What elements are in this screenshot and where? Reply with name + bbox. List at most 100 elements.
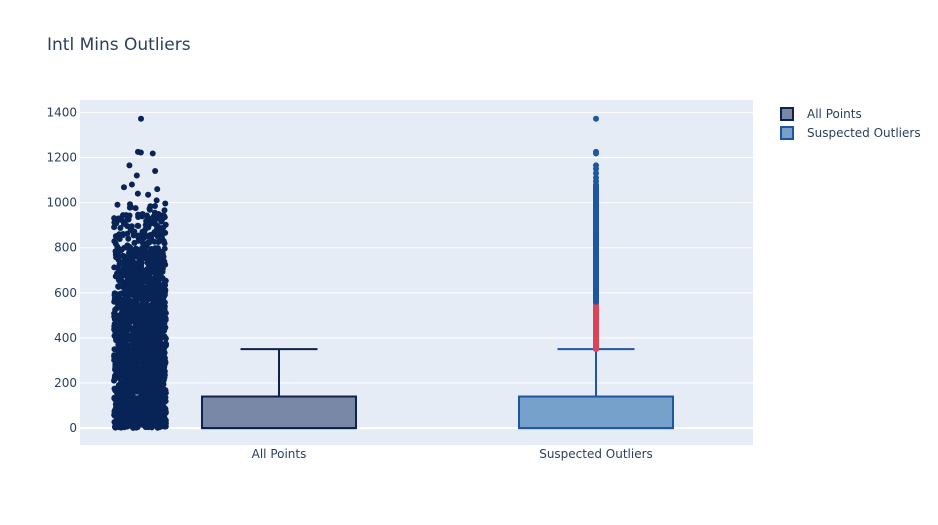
point-all [162, 416, 169, 423]
point-all [132, 205, 139, 212]
point-all [127, 275, 134, 282]
point-all [112, 361, 119, 368]
point-all [154, 290, 161, 297]
x-axis: All Points Suspected Outliers [252, 447, 653, 461]
point-all [158, 233, 165, 240]
point-all [156, 376, 163, 383]
point-all [126, 162, 133, 169]
point-all [116, 290, 123, 297]
point-all [161, 261, 168, 268]
point-all [137, 149, 144, 156]
point-all [115, 215, 122, 222]
point-all [151, 209, 158, 216]
point-all [144, 256, 151, 263]
point-all [120, 253, 127, 260]
point-all [156, 348, 163, 355]
point-all [115, 374, 122, 381]
point-all [111, 366, 118, 373]
point-all [128, 340, 135, 347]
box-suspected-outliers [518, 348, 674, 430]
point-all [147, 346, 154, 353]
point-all [139, 211, 146, 218]
point-all [135, 213, 142, 220]
point-all [148, 279, 155, 286]
point-all [141, 398, 148, 405]
point-all [160, 341, 167, 348]
point-all [130, 385, 137, 392]
point-all [113, 220, 120, 227]
y-axis: 0 200 400 600 800 1000 1200 1400 [46, 105, 77, 435]
point-all [150, 303, 157, 310]
point-all [132, 411, 139, 418]
point-all [134, 288, 141, 295]
point-all [136, 396, 143, 403]
point-all [136, 375, 143, 382]
point-all [151, 312, 158, 319]
point-all [161, 372, 168, 379]
point-all [158, 225, 165, 232]
x-tick-label: All Points [252, 447, 307, 461]
point-all [121, 298, 128, 305]
point-all [162, 200, 169, 207]
point-all [116, 352, 123, 359]
point-all [157, 360, 164, 367]
point-outlier [593, 115, 599, 122]
point-all [156, 417, 163, 424]
point-all [147, 384, 154, 391]
legend-label: Suspected Outliers [807, 126, 921, 140]
point-all [153, 364, 160, 371]
point-all [127, 411, 134, 418]
point-all [138, 389, 145, 396]
point-all [126, 212, 133, 219]
point-all [159, 275, 166, 282]
point-all [141, 353, 148, 360]
point-all [128, 389, 135, 396]
point-all [119, 401, 126, 408]
point-all [158, 315, 165, 322]
point-all [151, 320, 158, 327]
point-all [141, 372, 148, 379]
point-all [145, 321, 152, 328]
point-all [152, 168, 159, 175]
point-all [133, 172, 140, 179]
point-all [125, 405, 132, 412]
point-all [115, 253, 122, 260]
data-points [111, 115, 599, 431]
point-all [139, 405, 146, 412]
y-tick-label: 0 [69, 421, 77, 435]
point-all [112, 248, 119, 255]
point-all [118, 362, 125, 369]
point-all [149, 266, 156, 273]
point-all [140, 416, 147, 423]
point-all [142, 340, 149, 347]
point-all [128, 181, 135, 188]
point-all [133, 249, 140, 256]
y-tick-label: 800 [54, 241, 77, 255]
point-all [111, 385, 118, 392]
point-all [116, 231, 123, 238]
point-all [136, 268, 143, 275]
point-all [127, 247, 134, 254]
chart-title: Intl Mins Outliers [47, 35, 191, 55]
point-all [112, 395, 119, 402]
point-all [160, 295, 167, 302]
point-all [134, 330, 141, 337]
y-tick-label: 600 [54, 286, 77, 300]
point-all [112, 273, 119, 280]
point-all [146, 206, 153, 213]
point-all [151, 202, 158, 209]
point-all [149, 391, 156, 398]
point-all [153, 270, 160, 277]
point-all [116, 314, 123, 321]
legend-swatch [780, 126, 794, 140]
point-all [140, 240, 147, 247]
point-all [153, 340, 160, 347]
point-all [144, 359, 151, 366]
y-tick-label: 200 [54, 376, 77, 390]
point-all [119, 310, 126, 317]
point-all [132, 370, 139, 377]
legend-label: All Points [807, 107, 862, 121]
point-all [162, 310, 169, 317]
point-all [134, 274, 141, 281]
point-all [114, 264, 121, 271]
